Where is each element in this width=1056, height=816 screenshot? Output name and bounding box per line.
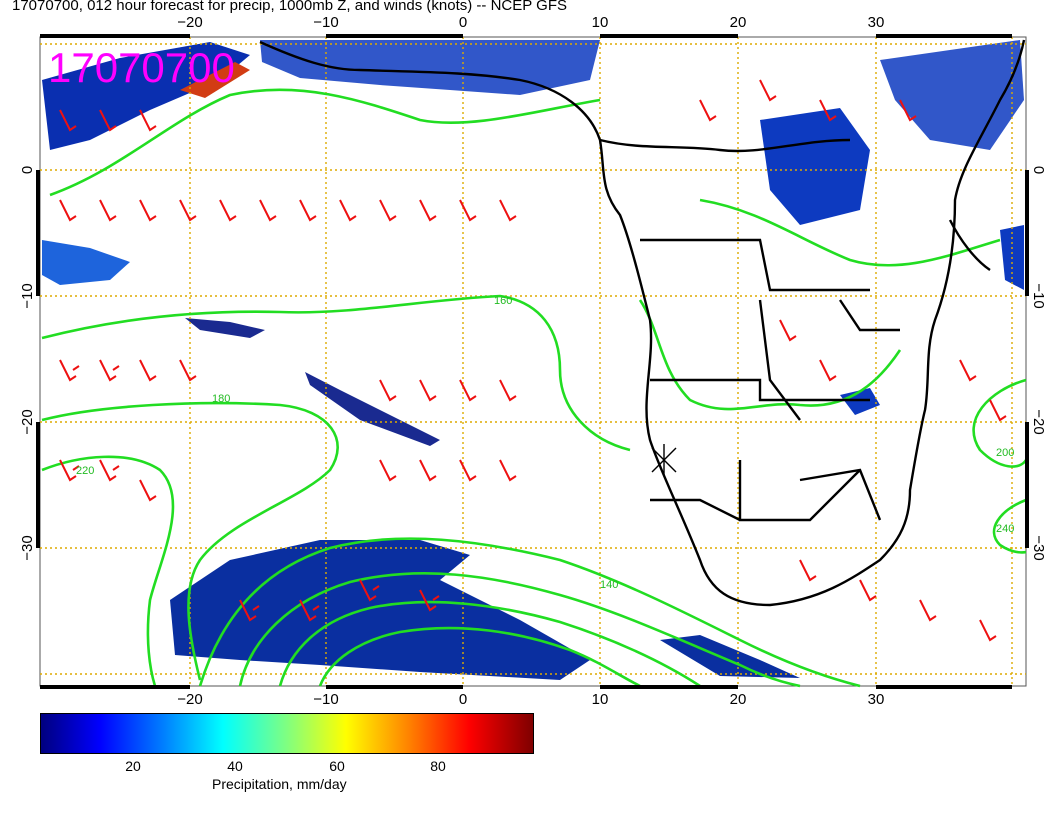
tick-label: −20 bbox=[1030, 409, 1047, 434]
contour-label: 200 bbox=[996, 447, 1014, 459]
graticule bbox=[40, 37, 1026, 686]
tick-label: −10 bbox=[1030, 283, 1047, 308]
tick-label: 10 bbox=[592, 691, 609, 708]
colorbar-label: Precipitation, mm/day bbox=[212, 776, 347, 792]
tick-label: 20 bbox=[730, 14, 747, 31]
wind-barbs bbox=[59, 79, 1007, 642]
left-axis-labels: 0 −10 −20 −30 bbox=[19, 166, 36, 561]
tick-label: −20 bbox=[19, 409, 36, 434]
contour-label: 180 bbox=[212, 393, 230, 405]
contour-label: 140 bbox=[600, 579, 618, 591]
axis-ticks bbox=[36, 34, 1029, 689]
date-stamp: 17070700 bbox=[48, 44, 235, 91]
tick-label: −10 bbox=[313, 14, 338, 31]
tick-label: 0 bbox=[19, 166, 36, 174]
tick-label: 0 bbox=[459, 14, 467, 31]
tick-label: 10 bbox=[592, 14, 609, 31]
tick-label: −30 bbox=[19, 535, 36, 560]
colorbar-tick: 80 bbox=[430, 758, 446, 774]
contour-labels: 140 160 180 200 220 240 bbox=[76, 295, 1014, 591]
right-axis-labels: 0 −10 −20 −30 bbox=[1030, 166, 1047, 561]
colorbar-tick: 60 bbox=[329, 758, 345, 774]
tick-label: 20 bbox=[730, 691, 747, 708]
bottom-axis-labels: −20 −10 0 10 20 30 bbox=[177, 691, 884, 708]
tick-label: −30 bbox=[1030, 535, 1047, 560]
height-contours bbox=[41, 88, 1028, 688]
tick-label: −20 bbox=[177, 691, 202, 708]
colorbar-tick: 20 bbox=[125, 758, 141, 774]
tick-label: 30 bbox=[868, 14, 885, 31]
coastlines bbox=[259, 39, 1026, 607]
tick-label: −10 bbox=[313, 691, 338, 708]
tick-label: −20 bbox=[177, 14, 202, 31]
cross-marker-icon bbox=[651, 444, 677, 476]
tick-label: −10 bbox=[19, 283, 36, 308]
contour-label: 240 bbox=[996, 523, 1014, 535]
contour-label: 160 bbox=[494, 295, 512, 307]
tick-label: 0 bbox=[1030, 166, 1047, 174]
precip-colorbar bbox=[40, 713, 534, 754]
tick-label: 30 bbox=[868, 691, 885, 708]
map-title: 17070700, 012 hour forecast for precip, … bbox=[12, 0, 567, 14]
tick-label: 0 bbox=[459, 691, 467, 708]
contour-label: 220 bbox=[76, 465, 94, 477]
colorbar-tick: 40 bbox=[227, 758, 243, 774]
top-axis-labels: −20 −10 0 10 20 30 bbox=[177, 14, 884, 31]
